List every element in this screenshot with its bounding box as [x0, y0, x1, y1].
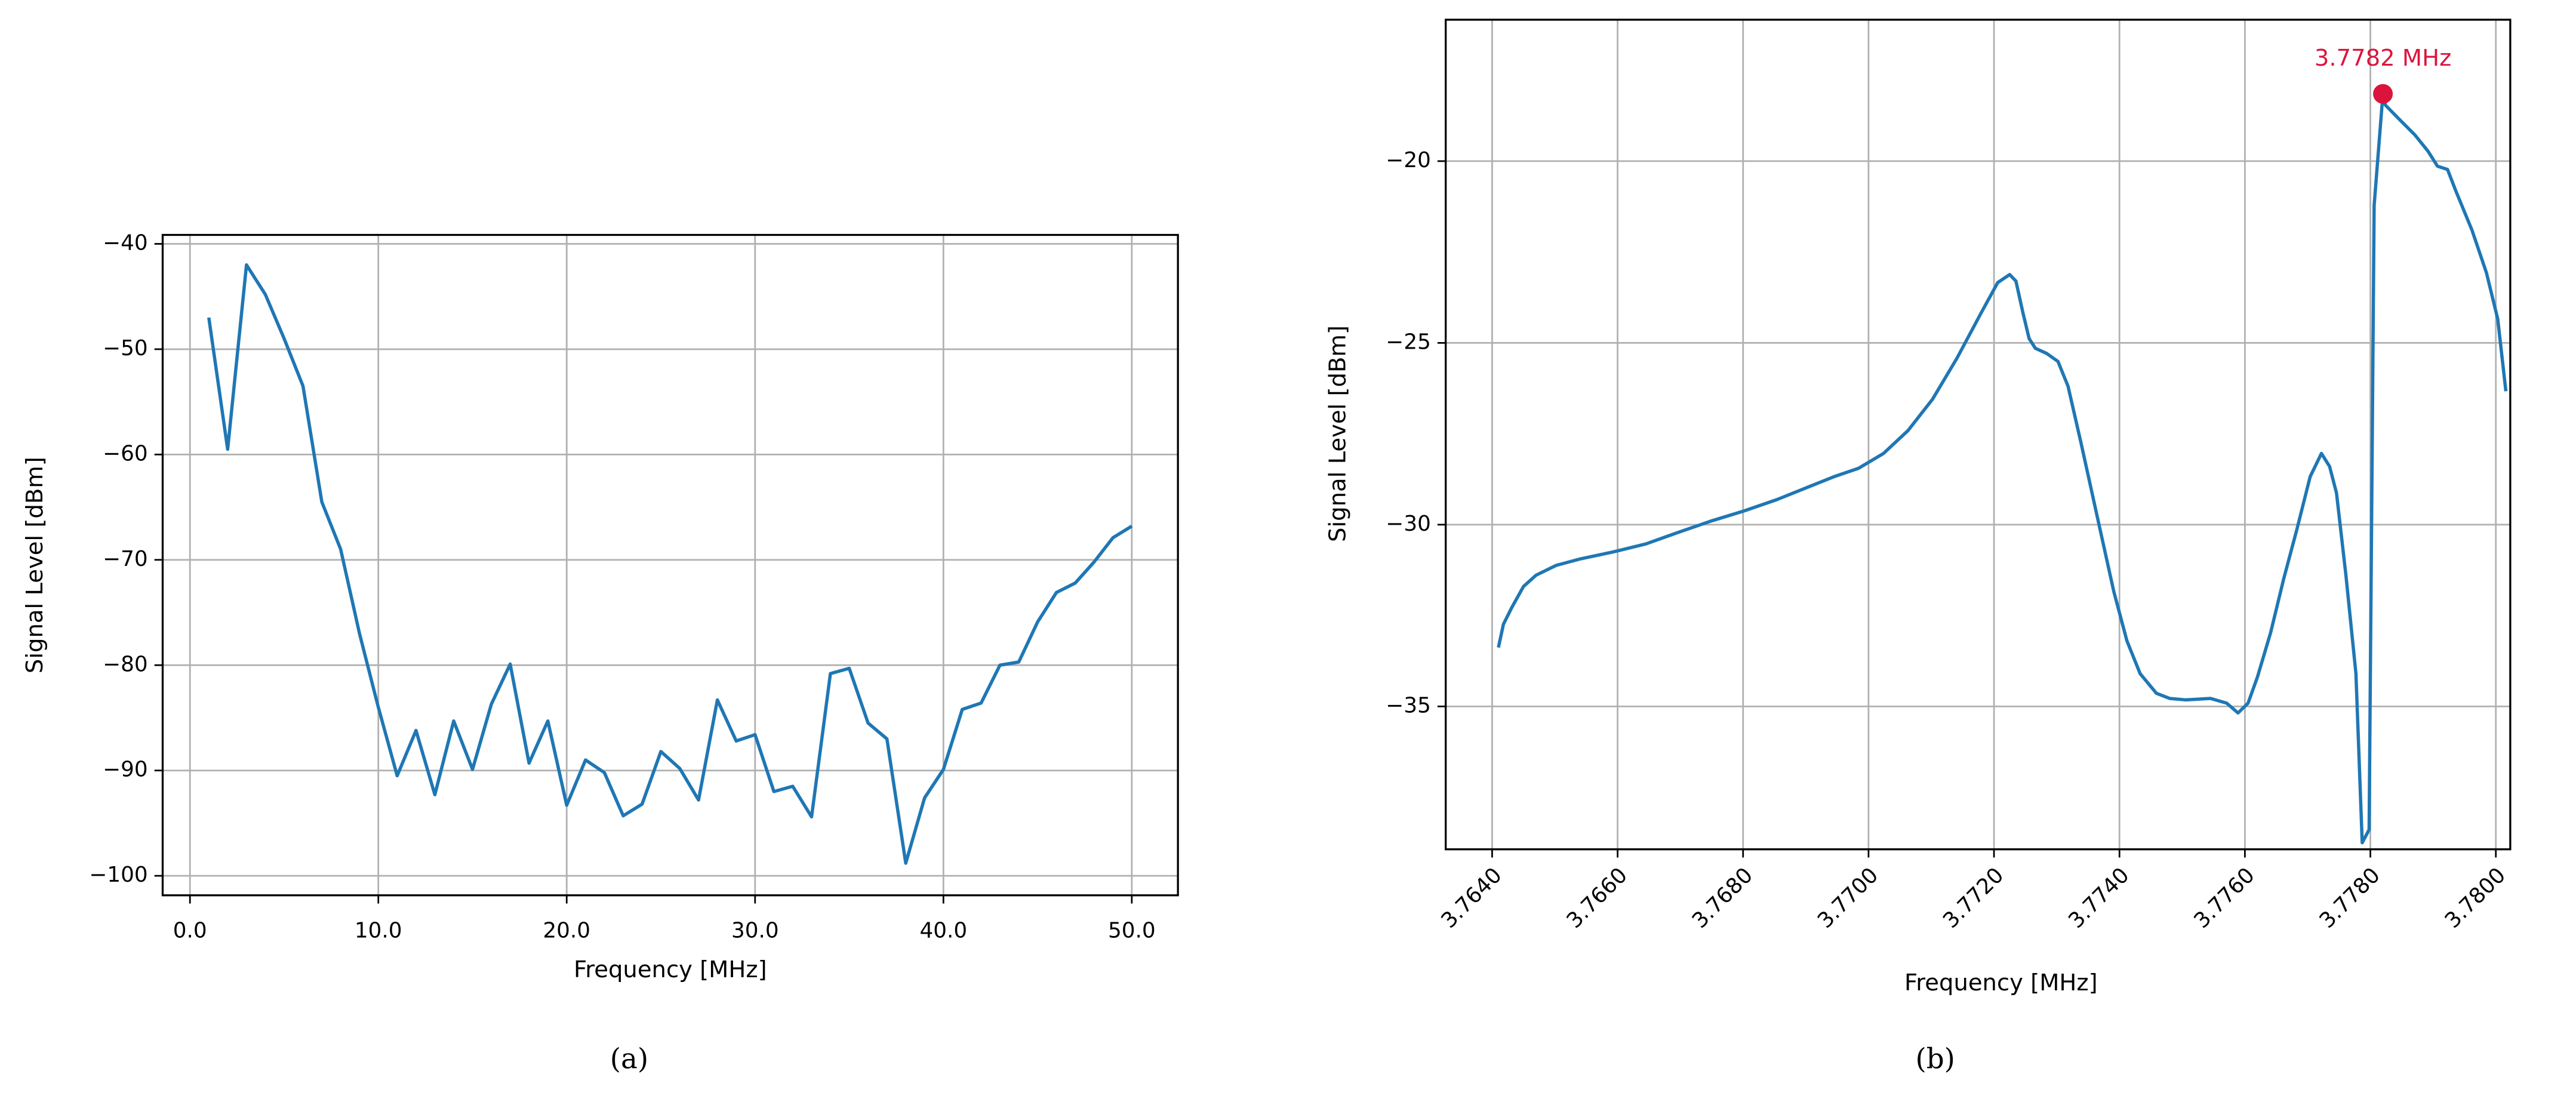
x-tick-label: 50.0	[1108, 918, 1156, 943]
y-tick-label: −50	[103, 336, 147, 361]
y-tick-label: −30	[1386, 512, 1430, 536]
x-tick-label: 3.7760	[2189, 863, 2259, 933]
data-line	[1497, 92, 2508, 845]
y-tick-label: −35	[1386, 693, 1430, 718]
data-line	[207, 263, 1133, 865]
x-tick-label: 3.7800	[2440, 863, 2510, 933]
plot-frame	[1445, 19, 2512, 851]
y-tick-label: −40	[103, 231, 147, 255]
y-tick-label: −20	[1386, 148, 1430, 173]
y-axis-label: Signal Level [dBm]	[21, 457, 48, 673]
x-tick-label: 3.7640	[1436, 863, 1506, 933]
x-tick-label: 3.7680	[1688, 863, 1758, 933]
y-tick-label: −80	[103, 652, 147, 676]
y-tick-label: −60	[103, 441, 147, 466]
x-tick-label: 3.7740	[2064, 863, 2134, 933]
y-tick-label: −90	[103, 758, 147, 782]
y-tick-label: −25	[1386, 330, 1430, 354]
x-axis-label: Frequency [MHz]	[1904, 969, 2098, 996]
x-tick-label: 20.0	[543, 918, 590, 943]
x-tick-label: 3.7720	[1938, 863, 2008, 933]
peak-marker	[2373, 84, 2393, 104]
x-tick-label: 10.0	[355, 918, 402, 943]
x-tick-label: 40.0	[919, 918, 967, 943]
x-tick-label: 0.0	[173, 918, 207, 943]
plot-frame	[161, 233, 1179, 897]
y-axis-label: Signal Level [dBm]	[1324, 325, 1351, 542]
peak-label: 3.7782 MHz	[2315, 45, 2451, 72]
caption: (b)	[1916, 1043, 1955, 1076]
x-tick-label: 3.7660	[1562, 863, 1632, 933]
y-tick-label: −100	[89, 863, 147, 887]
x-tick-label: 3.7780	[2315, 863, 2385, 933]
y-tick-label: −70	[103, 547, 147, 571]
x-axis-label: Frequency [MHz]	[574, 956, 767, 983]
caption: (a)	[610, 1043, 648, 1076]
x-tick-label: 3.7700	[1813, 863, 1883, 933]
x-tick-label: 30.0	[731, 918, 779, 943]
